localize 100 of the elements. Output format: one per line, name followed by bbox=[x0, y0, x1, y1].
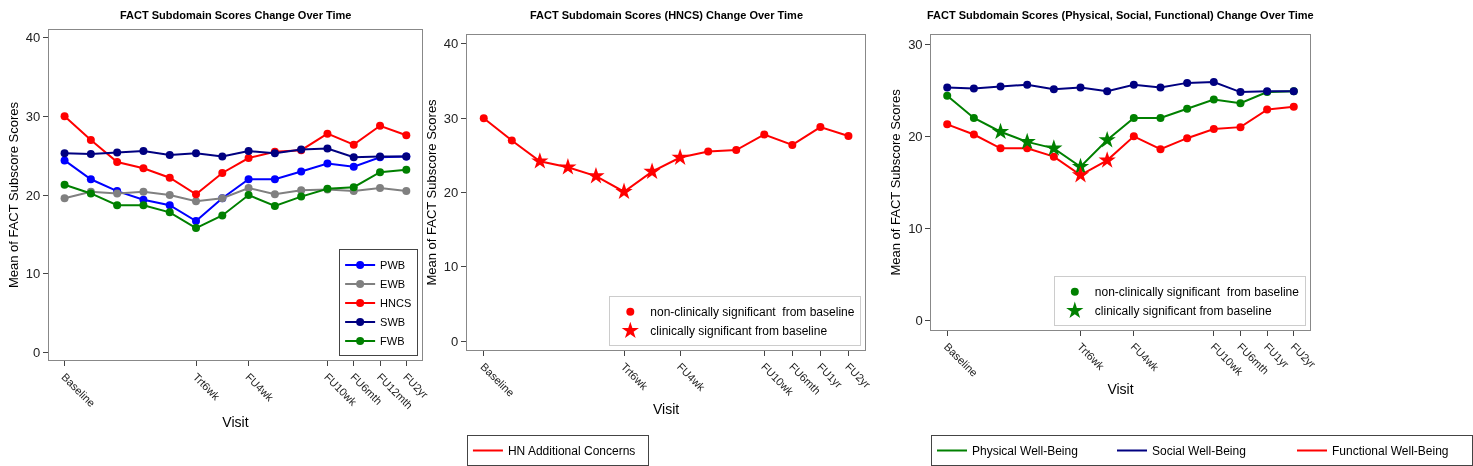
point bbox=[507, 136, 516, 145]
x-axis-title: Visit bbox=[1107, 381, 1134, 398]
point bbox=[1209, 124, 1218, 133]
point bbox=[349, 153, 358, 162]
point bbox=[1129, 132, 1138, 141]
point bbox=[1103, 87, 1112, 96]
point bbox=[1263, 105, 1272, 114]
point bbox=[1129, 80, 1138, 89]
legend-label: non-clinically significant from baseline bbox=[650, 305, 855, 320]
legend-label: FWB bbox=[380, 335, 405, 348]
y-tick-label: 40 bbox=[443, 36, 459, 52]
point bbox=[113, 157, 122, 166]
y-tick-label: 30 bbox=[908, 36, 923, 52]
y-tick-label: 30 bbox=[443, 110, 459, 126]
legend-label: non-clinically significant from baseline bbox=[1094, 285, 1300, 300]
chart-title: FACT Subdomain Scores (Physical, Social, Functional) Change Over Time bbox=[927, 9, 1314, 21]
y-axis-title: Mean of FACT Subscore Scores bbox=[5, 101, 21, 289]
point bbox=[60, 180, 69, 189]
point bbox=[60, 156, 69, 165]
point bbox=[996, 82, 1005, 91]
point bbox=[760, 130, 769, 139]
point bbox=[60, 112, 69, 121]
point bbox=[349, 183, 358, 192]
point bbox=[165, 173, 174, 182]
point bbox=[1183, 134, 1192, 143]
point bbox=[732, 146, 741, 155]
y-tick-label: 20 bbox=[25, 187, 41, 203]
point bbox=[1236, 99, 1245, 108]
legend-label: clinically significant from baseline bbox=[1094, 304, 1272, 319]
point bbox=[1018, 132, 1036, 150]
point bbox=[844, 131, 853, 140]
point bbox=[969, 130, 978, 139]
x-axis-title: Visit bbox=[652, 401, 680, 418]
point bbox=[1209, 95, 1218, 104]
point bbox=[1049, 85, 1058, 94]
point bbox=[671, 148, 689, 165]
y-tick-label: 30 bbox=[25, 108, 41, 124]
point bbox=[270, 202, 279, 211]
point bbox=[270, 175, 279, 184]
point bbox=[1156, 83, 1165, 92]
legend-label: clinically significant from baseline bbox=[650, 324, 828, 339]
point bbox=[943, 83, 952, 92]
point bbox=[297, 192, 306, 201]
point bbox=[1023, 80, 1032, 89]
point bbox=[587, 167, 605, 184]
legend-label: Physical Well-Being bbox=[972, 444, 1078, 459]
point bbox=[376, 183, 385, 192]
y-tick-label: 10 bbox=[443, 259, 459, 275]
point bbox=[402, 187, 411, 196]
point bbox=[1183, 104, 1192, 113]
point bbox=[376, 121, 385, 130]
y-tick-label: 20 bbox=[443, 185, 459, 201]
point bbox=[192, 224, 201, 233]
point bbox=[165, 150, 174, 159]
point bbox=[139, 201, 148, 210]
y-axis-title: Mean of FACT Subscore Scores bbox=[423, 98, 439, 286]
point bbox=[704, 147, 713, 156]
point bbox=[1209, 77, 1218, 86]
point bbox=[244, 183, 253, 192]
point bbox=[244, 191, 253, 200]
point bbox=[323, 144, 332, 153]
point bbox=[165, 208, 174, 217]
point bbox=[60, 194, 69, 203]
point bbox=[1071, 165, 1090, 183]
point bbox=[615, 182, 633, 200]
point bbox=[1183, 78, 1192, 87]
point bbox=[643, 162, 661, 180]
point bbox=[991, 122, 1010, 140]
point bbox=[1156, 145, 1165, 154]
legend-label: HN Additional Concerns bbox=[507, 444, 636, 459]
point bbox=[218, 152, 227, 161]
legend-label: Social Well-Being bbox=[1152, 444, 1246, 459]
y-tick-label: 0 bbox=[32, 344, 41, 360]
point bbox=[60, 149, 69, 158]
point bbox=[323, 159, 332, 168]
point bbox=[165, 191, 174, 200]
y-tick-label: 20 bbox=[908, 128, 923, 144]
point bbox=[559, 158, 577, 175]
point bbox=[86, 135, 95, 144]
point bbox=[1236, 123, 1245, 132]
x-axis-title: Visit bbox=[222, 413, 249, 430]
point bbox=[349, 140, 358, 149]
point bbox=[192, 149, 201, 158]
point bbox=[1045, 139, 1063, 156]
point bbox=[1236, 88, 1245, 97]
chart-title: FACT Subdomain Scores (HNCS) Change Over Time bbox=[530, 9, 804, 21]
legend-label: PWB bbox=[380, 259, 406, 272]
y-tick-label: 0 bbox=[915, 313, 923, 329]
point bbox=[165, 201, 174, 210]
point bbox=[192, 216, 201, 225]
point bbox=[943, 91, 952, 100]
legend-label: Functional Well-Being bbox=[1332, 444, 1449, 459]
point bbox=[969, 113, 978, 122]
point bbox=[531, 152, 549, 169]
point bbox=[969, 84, 978, 93]
point bbox=[113, 201, 122, 210]
chart-title: FACT Subdomain Scores Change Over Time bbox=[120, 9, 352, 21]
legend-label: HNCS bbox=[380, 297, 412, 310]
point bbox=[86, 150, 95, 159]
point bbox=[1129, 113, 1138, 122]
